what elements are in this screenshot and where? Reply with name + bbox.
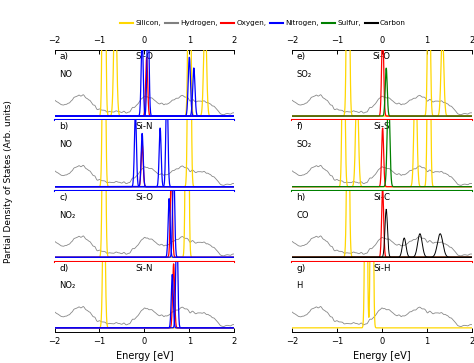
Text: e): e) — [296, 52, 305, 61]
Text: c): c) — [59, 193, 67, 202]
Text: SO₂: SO₂ — [296, 140, 311, 149]
Text: d): d) — [59, 264, 68, 273]
Text: SO₂: SO₂ — [296, 69, 311, 78]
Text: NO₂: NO₂ — [59, 211, 75, 220]
Text: h): h) — [296, 193, 306, 202]
Text: Si-N: Si-N — [136, 264, 153, 273]
Text: Si-O: Si-O — [136, 193, 154, 202]
Text: Energy [eV]: Energy [eV] — [116, 351, 173, 361]
Text: CO: CO — [296, 211, 309, 220]
Text: NO₂: NO₂ — [59, 281, 75, 290]
Text: Si-O: Si-O — [373, 52, 391, 61]
Text: Si-N: Si-N — [136, 122, 153, 131]
Text: g): g) — [296, 264, 306, 273]
Text: Energy [eV]: Energy [eV] — [353, 351, 410, 361]
Text: b): b) — [59, 122, 68, 131]
Text: NO: NO — [59, 140, 72, 149]
Legend: Silicon,, Hydrogen,, Oxygen,, Nitrogen,, Sulfur,, Carbon: Silicon,, Hydrogen,, Oxygen,, Nitrogen,,… — [118, 17, 409, 29]
Text: a): a) — [59, 52, 68, 61]
Text: H: H — [296, 281, 303, 290]
Text: Si-O: Si-O — [136, 52, 154, 61]
Text: Si-C: Si-C — [373, 193, 390, 202]
Text: Si-H: Si-H — [373, 264, 391, 273]
Text: f): f) — [296, 122, 303, 131]
Text: Partial Density of States (Arb. units): Partial Density of States (Arb. units) — [4, 100, 13, 263]
Text: Si-S: Si-S — [374, 122, 390, 131]
Text: NO: NO — [59, 69, 72, 78]
